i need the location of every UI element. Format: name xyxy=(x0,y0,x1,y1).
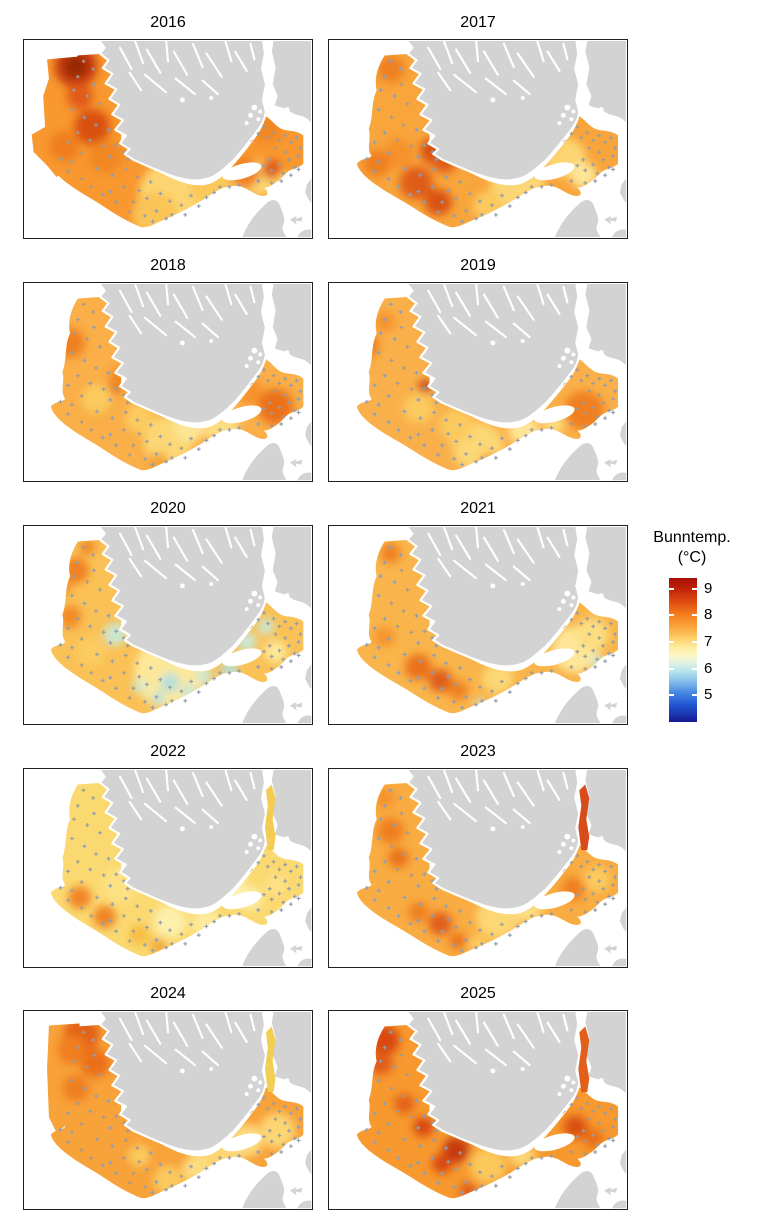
temperature-map-2021 xyxy=(356,526,627,724)
facet-title-2024: 2024 xyxy=(150,985,186,1002)
temperature-map-2018 xyxy=(50,283,312,481)
facet-panel-2016: 2016 xyxy=(23,12,313,239)
legend-title-line1: Bunntemp. xyxy=(653,529,731,546)
temperature-map-2016 xyxy=(31,40,312,238)
colorbar-legend: Bunntemp. (°C) 9 8 7 6 5 xyxy=(640,528,772,758)
temperature-map-2025 xyxy=(356,1011,627,1209)
map-frame xyxy=(23,525,313,725)
facet-title-2018: 2018 xyxy=(150,257,186,274)
temperature-map-2019 xyxy=(356,283,627,481)
map-frame xyxy=(328,1010,628,1210)
facet-title-2021: 2021 xyxy=(460,500,496,517)
colorbar-tick-label: 6 xyxy=(704,659,713,677)
legend-title-line2: (°C) xyxy=(677,549,707,566)
facet-panel-2022: 2022 xyxy=(23,741,313,968)
facet-title-2020: 2020 xyxy=(150,500,186,517)
colorbar-tick-mark xyxy=(692,641,697,643)
colorbar-tick-mark xyxy=(669,641,674,643)
facet-title-2019: 2019 xyxy=(460,257,496,274)
temperature-map-2024 xyxy=(47,1011,312,1209)
facet-title-2023: 2023 xyxy=(460,743,496,760)
oslofjord-temperature-streak xyxy=(578,784,590,851)
map-frame xyxy=(23,768,313,968)
facet-panel-2025: 2025 xyxy=(328,983,628,1210)
colorbar-tick-label: 8 xyxy=(704,606,713,624)
colorbar-tick-mark xyxy=(692,614,697,617)
temperature-map-2023 xyxy=(356,769,627,967)
facet-panel-2018: 2018 xyxy=(23,255,313,482)
map-frame xyxy=(328,282,628,482)
temperature-map-2020 xyxy=(50,526,312,724)
facet-title-2025: 2025 xyxy=(460,985,496,1002)
colorbar-tick-mark xyxy=(669,587,674,590)
colorbar-tick-label: 7 xyxy=(704,633,713,650)
temperature-map-2022 xyxy=(50,769,312,967)
facet-title-2022: 2022 xyxy=(150,743,186,760)
facet-title-2016: 2016 xyxy=(150,14,186,31)
colorbar-tick-label: 9 xyxy=(704,579,713,597)
facet-panel-2024: 2024 xyxy=(23,983,313,1210)
map-frame xyxy=(328,525,628,725)
facet-panel-2019: 2019 xyxy=(328,255,628,482)
colorbar-tick-label: 5 xyxy=(704,686,713,704)
map-frame xyxy=(23,39,313,239)
oslofjord-temperature-streak xyxy=(264,784,276,851)
colorbar-gradient xyxy=(669,578,697,722)
facet-title-2017: 2017 xyxy=(460,14,496,31)
colorbar-tick-mark xyxy=(692,667,697,670)
oslofjord-temperature-streak xyxy=(578,1026,590,1093)
temperature-map-2017 xyxy=(356,40,627,238)
colorbar-tick-mark xyxy=(669,694,674,697)
facet-panel-2023: 2023 xyxy=(328,741,628,968)
facet-panel-2017: 2017 xyxy=(328,12,628,239)
map-frame xyxy=(23,1010,313,1210)
colorbar-tick-mark xyxy=(692,587,697,590)
oslofjord-temperature-streak xyxy=(264,1026,276,1093)
map-frame xyxy=(328,768,628,968)
map-frame xyxy=(328,39,628,239)
facet-panel-2020: 2020 xyxy=(23,498,313,725)
colorbar-tick-mark xyxy=(669,667,674,670)
colorbar-tick-mark xyxy=(669,614,674,617)
legend-title: Bunntemp. (°C) xyxy=(640,528,744,568)
facet-panel-2021: 2021 xyxy=(328,498,628,725)
colorbar-tick-mark xyxy=(692,694,697,697)
map-frame xyxy=(23,282,313,482)
interpolation-spots xyxy=(363,55,597,221)
